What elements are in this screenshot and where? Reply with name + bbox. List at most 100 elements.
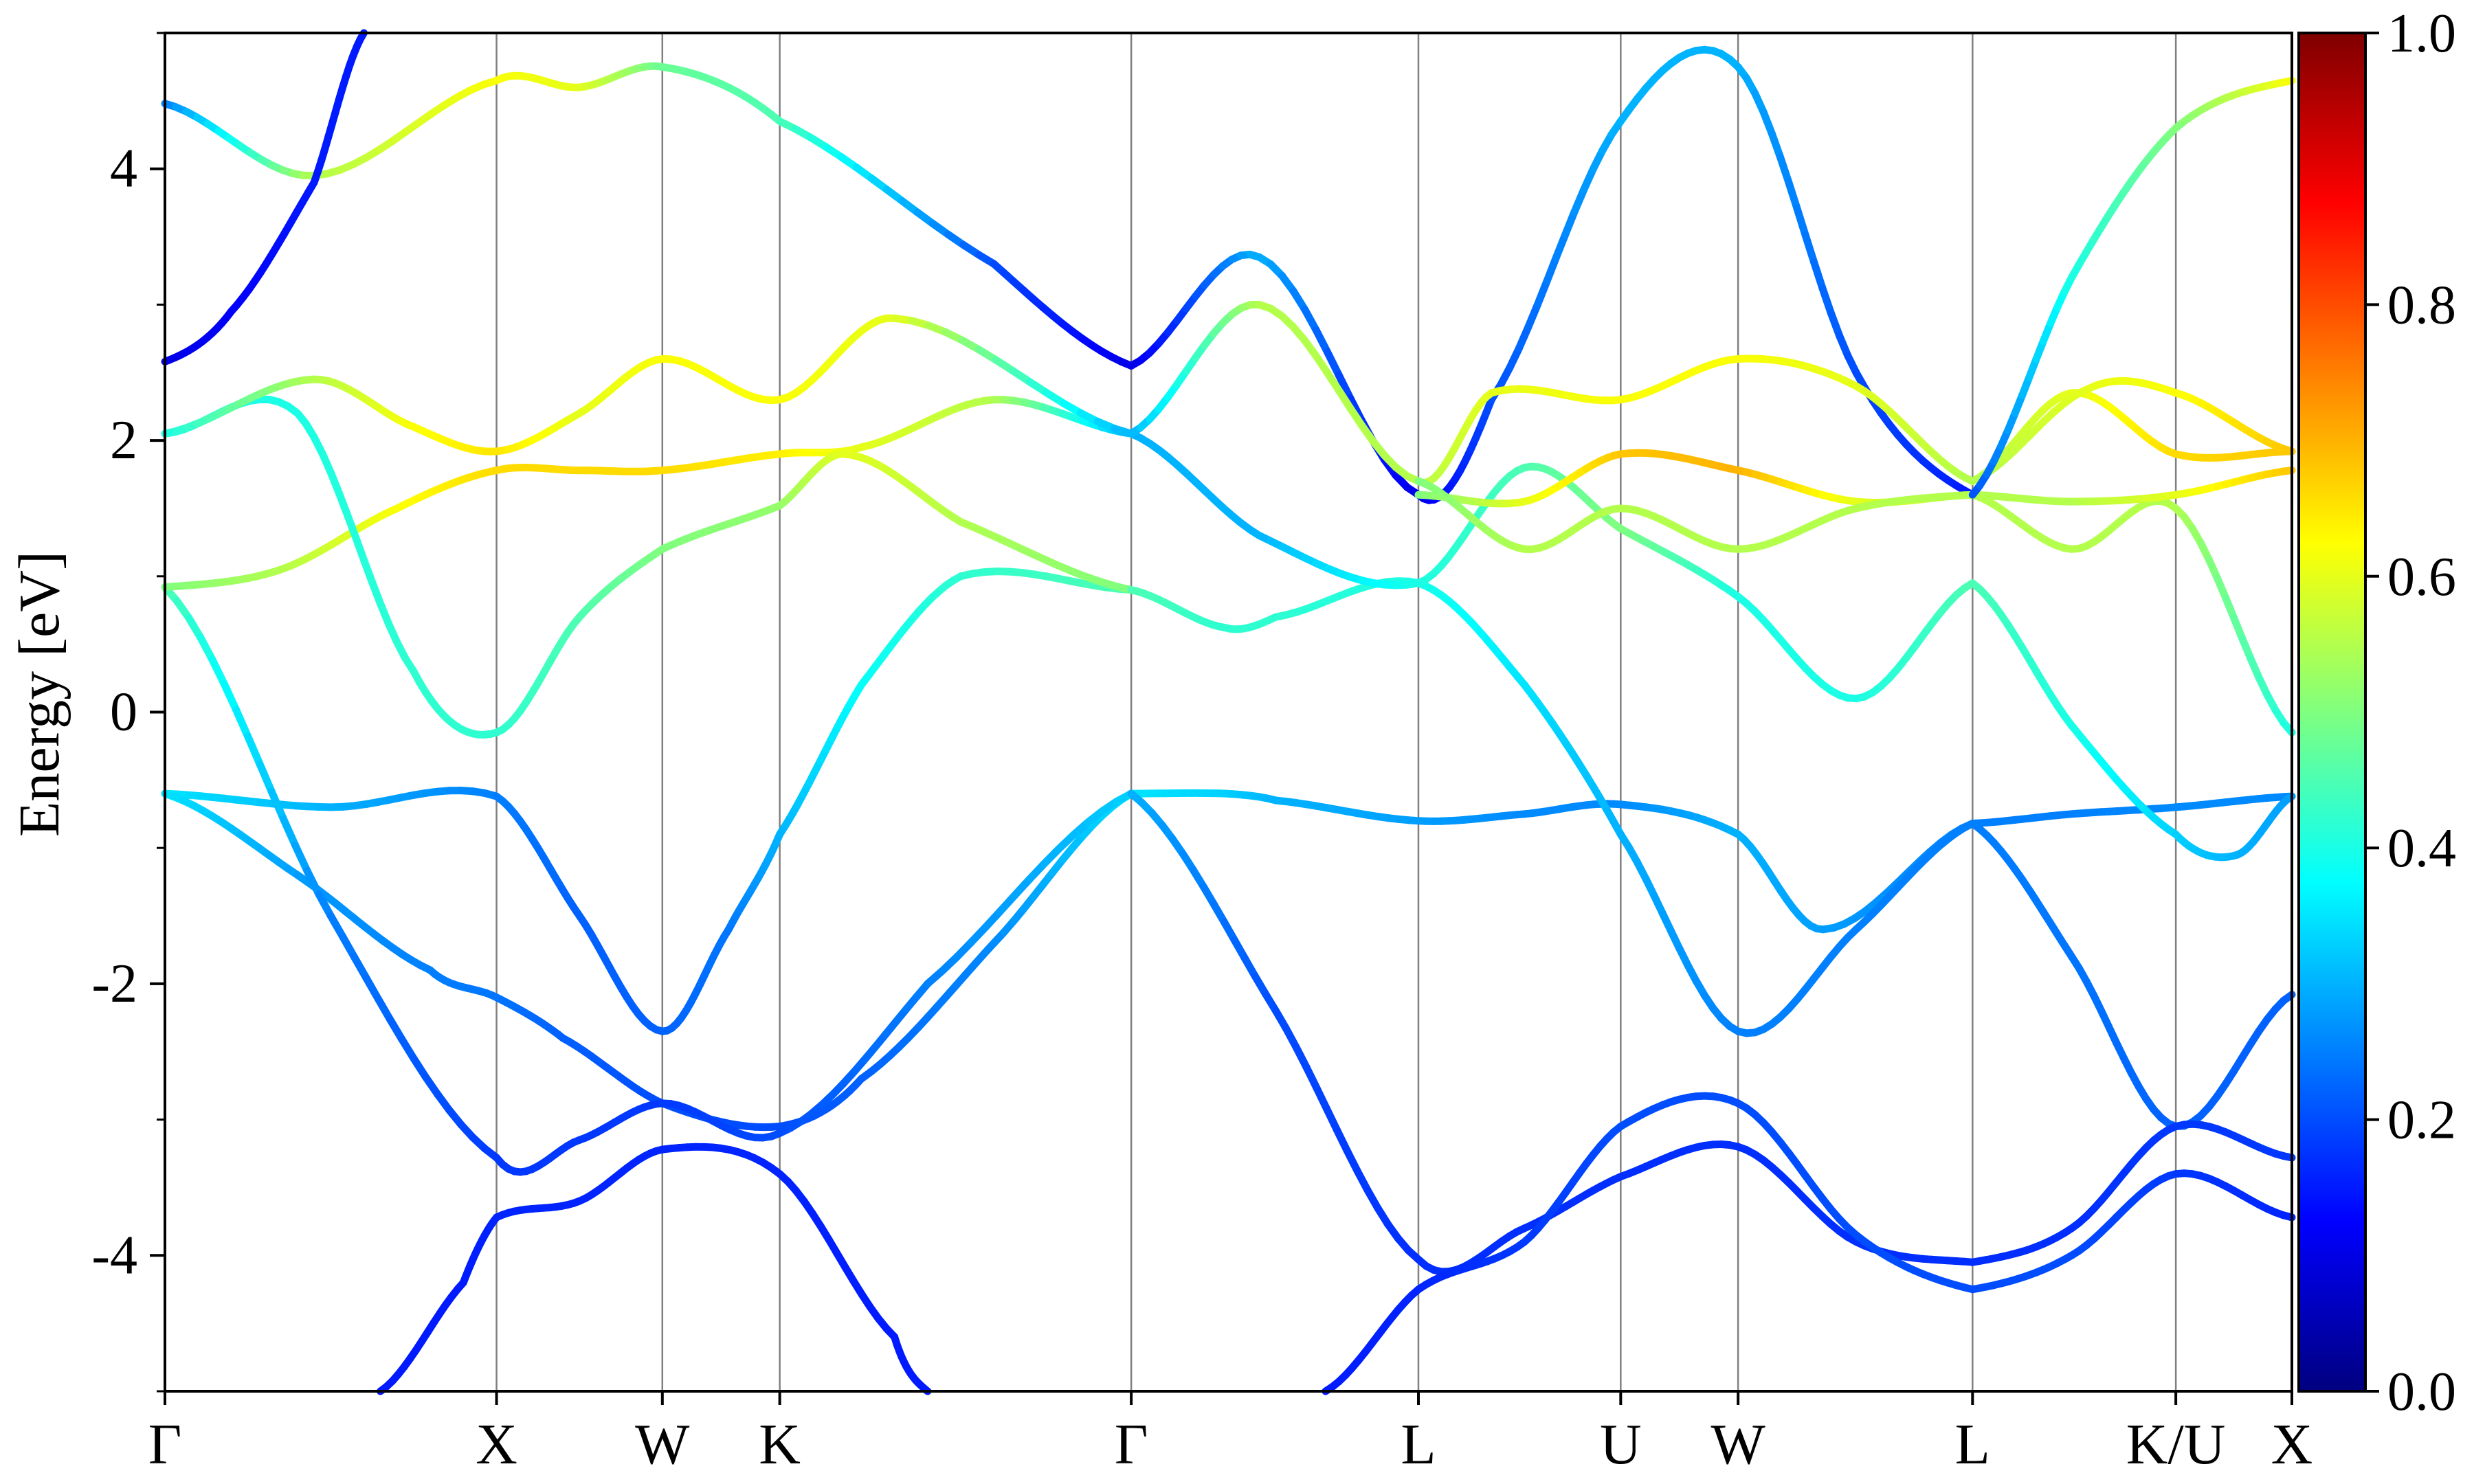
band-23 — [1968, 491, 2296, 737]
colorbar-ticks: 0.0 0.2 0.4 0.6 0.8 1.0 — [2365, 3, 2456, 1422]
y-tick-label: -4 — [91, 1225, 137, 1285]
band-segment — [1801, 232, 1818, 267]
x-kpoint-label: Γ — [1115, 1413, 1148, 1476]
band-14 — [1127, 45, 1976, 504]
colorbar — [2297, 32, 2367, 1393]
band-segment — [1323, 1105, 1341, 1134]
band-10 — [1127, 789, 1976, 1276]
band-13 — [1127, 429, 1976, 703]
band-segment — [2280, 1152, 2296, 1162]
band-7 — [161, 62, 1135, 370]
band-segment — [326, 912, 346, 941]
band-20 — [1968, 1120, 2296, 1266]
band-segment — [1810, 258, 1827, 292]
band-segment — [315, 890, 335, 920]
band-segment — [1515, 323, 1533, 352]
band-8 — [161, 29, 368, 366]
band-segment — [2280, 76, 2296, 87]
band-segment — [232, 706, 252, 741]
band-segment — [256, 760, 276, 796]
band-segment — [1827, 308, 1843, 339]
band-17 — [1414, 477, 1976, 554]
band-segment — [267, 787, 287, 823]
band-segment — [352, 533, 368, 564]
band-segment — [291, 841, 311, 875]
band-15 — [1127, 300, 1976, 487]
band-segment — [279, 815, 300, 849]
band-segment — [2280, 466, 2296, 475]
band-segment — [1324, 348, 1343, 379]
band-5 — [161, 395, 1135, 739]
band-segment — [360, 556, 377, 587]
band-16 — [1414, 449, 1976, 508]
colorbar-tick-label: 0.0 — [2387, 1362, 2456, 1422]
band-segment — [368, 578, 385, 608]
colorbar-tick-label: 1.0 — [2387, 3, 2456, 64]
band-segment — [2280, 1211, 2296, 1222]
band-segment — [374, 995, 394, 1023]
band-segment — [362, 974, 382, 1003]
band-segment — [1313, 1083, 1331, 1113]
colorbar-tick-label: 0.6 — [2387, 547, 2456, 607]
band-segment — [339, 932, 359, 961]
y-tick-label: 2 — [110, 410, 137, 471]
band-11 — [1322, 1092, 1976, 1395]
band-segment — [1335, 371, 1355, 402]
band-segment — [220, 679, 240, 714]
y-tick-label: 4 — [110, 139, 137, 199]
band-segment — [1768, 129, 1784, 161]
band-segment — [1333, 1126, 1351, 1155]
band-21 — [1968, 1169, 2296, 1294]
band-2 — [161, 583, 1135, 1176]
x-kpoint-label: L — [1955, 1413, 1990, 1476]
band-segment — [1302, 1063, 1321, 1092]
band-segment — [1570, 186, 1588, 216]
band-segment — [1301, 305, 1320, 334]
x-kpoint-label: U — [1600, 1413, 1642, 1476]
colorbar-tick-label: 0.8 — [2387, 275, 2456, 335]
high-symmetry-lines — [495, 33, 2177, 1391]
band-9 — [1127, 789, 1976, 934]
x-kpoint-label: W — [1711, 1413, 1766, 1476]
band-segment — [1312, 326, 1332, 357]
band-segment — [2280, 991, 2296, 1004]
band-19 — [1968, 820, 2296, 1130]
band-segment — [197, 633, 216, 664]
x-kpoint-label: X — [2271, 1413, 2313, 1476]
x-kpoint-label: W — [635, 1413, 690, 1476]
band-segment — [1552, 230, 1570, 262]
band-3 — [377, 1143, 932, 1395]
band-segment — [1818, 284, 1835, 317]
band-26 — [1968, 377, 2296, 485]
band-0 — [161, 567, 1135, 1035]
band-1 — [161, 789, 1135, 1132]
band-segment — [1533, 278, 1551, 308]
band-segment — [2280, 445, 2296, 456]
band-segment — [185, 614, 205, 642]
band-27 — [1968, 76, 2296, 499]
y-tick-label: -2 — [91, 954, 137, 1014]
x-kpoint-label: K/U — [2126, 1413, 2226, 1476]
band-segment — [386, 1015, 406, 1043]
band-segment — [1776, 153, 1793, 186]
colorbar-tick-label: 0.2 — [2387, 1090, 2456, 1151]
band-segment — [1785, 178, 1801, 213]
band-segment — [350, 953, 370, 982]
band-segment — [1561, 207, 1579, 238]
band-segment — [335, 489, 351, 519]
band-segment — [1759, 108, 1776, 137]
band-4 — [161, 396, 1135, 592]
colorbar-tick-label: 0.4 — [2387, 818, 2456, 879]
x-kpoint-label: X — [476, 1413, 517, 1476]
y-axis: 4 2 0 -2 -4 — [91, 32, 165, 1393]
band-segment — [343, 510, 359, 541]
band-18 — [1968, 792, 2296, 828]
y-tick-label: 0 — [110, 682, 137, 743]
y-axis-label: Energy [eV] — [8, 551, 71, 837]
band-segment — [1543, 254, 1560, 286]
x-axis: Γ X W K Γ L U W L K/U X — [148, 1391, 2313, 1476]
band-segment — [1524, 300, 1541, 331]
band-6 — [161, 314, 1135, 456]
band-curves — [161, 29, 2296, 1395]
x-kpoint-label: Γ — [148, 1413, 182, 1476]
